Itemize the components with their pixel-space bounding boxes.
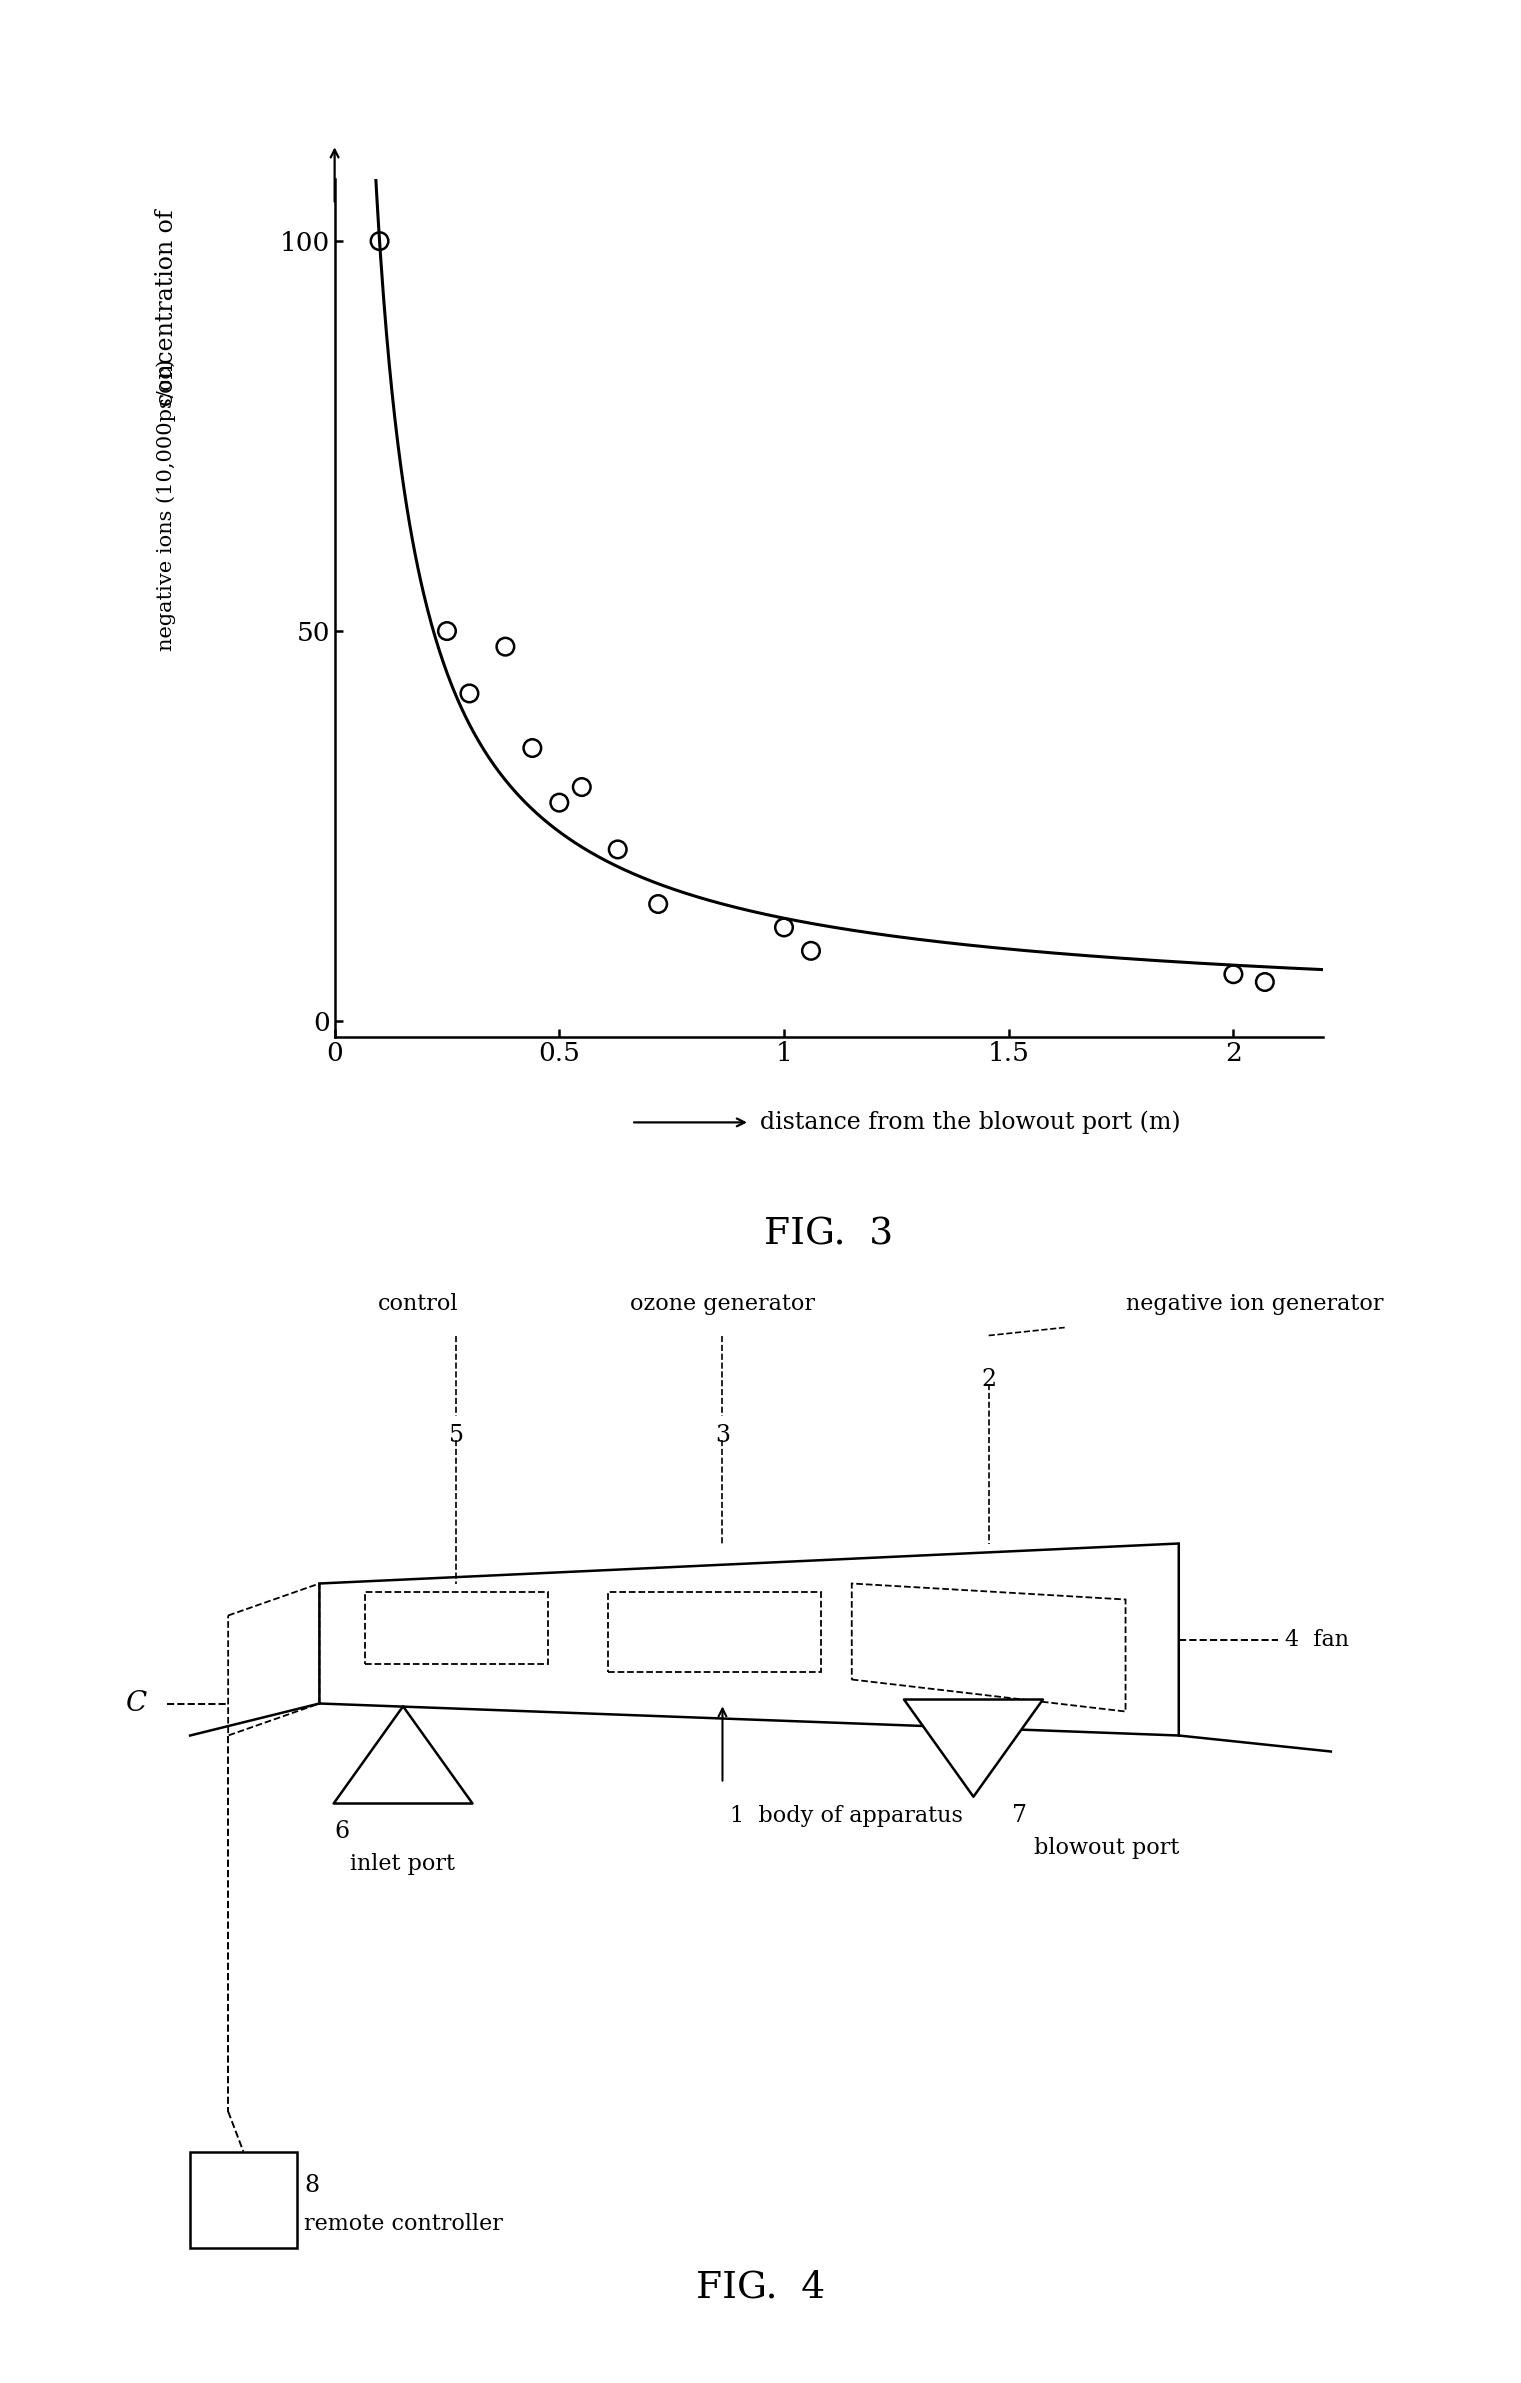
Text: 3: 3	[715, 1423, 730, 1446]
Text: 6: 6	[335, 1821, 350, 1842]
Text: 7: 7	[1011, 1804, 1027, 1828]
Bar	[190, 2152, 297, 2247]
Point	[1253, 963, 1278, 1001]
Point	[605, 829, 630, 867]
Text: distance from the blowout port (m): distance from the blowout port (m)	[759, 1110, 1180, 1134]
Text: negative ions (10,000ps/cc): negative ions (10,000ps/cc)	[157, 360, 176, 651]
Point	[1221, 956, 1246, 994]
Text: remote controller: remote controller	[304, 2211, 503, 2235]
Text: 2: 2	[981, 1368, 996, 1392]
Text: C: C	[126, 1690, 148, 1718]
Text: blowout port: blowout port	[1034, 1837, 1180, 1859]
Text: control: control	[379, 1292, 458, 1315]
Point	[493, 627, 517, 665]
Text: inlet port: inlet port	[350, 1852, 455, 1875]
Point	[435, 612, 459, 651]
Text: negative ion generator: negative ion generator	[1126, 1292, 1383, 1315]
Point	[799, 932, 823, 970]
Point	[771, 908, 795, 946]
Text: 1  body of apparatus: 1 body of apparatus	[730, 1804, 963, 1825]
Point	[570, 767, 595, 805]
Text: 8: 8	[304, 2173, 319, 2197]
Point	[520, 729, 545, 767]
Text: concentration of: concentration of	[155, 210, 178, 405]
Point	[548, 784, 572, 822]
Text: FIG.  4: FIG. 4	[697, 2269, 824, 2304]
Text: 4  fan: 4 fan	[1285, 1628, 1349, 1651]
Text: 5: 5	[449, 1423, 464, 1446]
Point	[646, 884, 671, 922]
Point	[368, 222, 392, 260]
Text: FIG.  3: FIG. 3	[765, 1218, 893, 1253]
Point	[458, 674, 482, 713]
Text: ozone generator: ozone generator	[630, 1292, 815, 1315]
